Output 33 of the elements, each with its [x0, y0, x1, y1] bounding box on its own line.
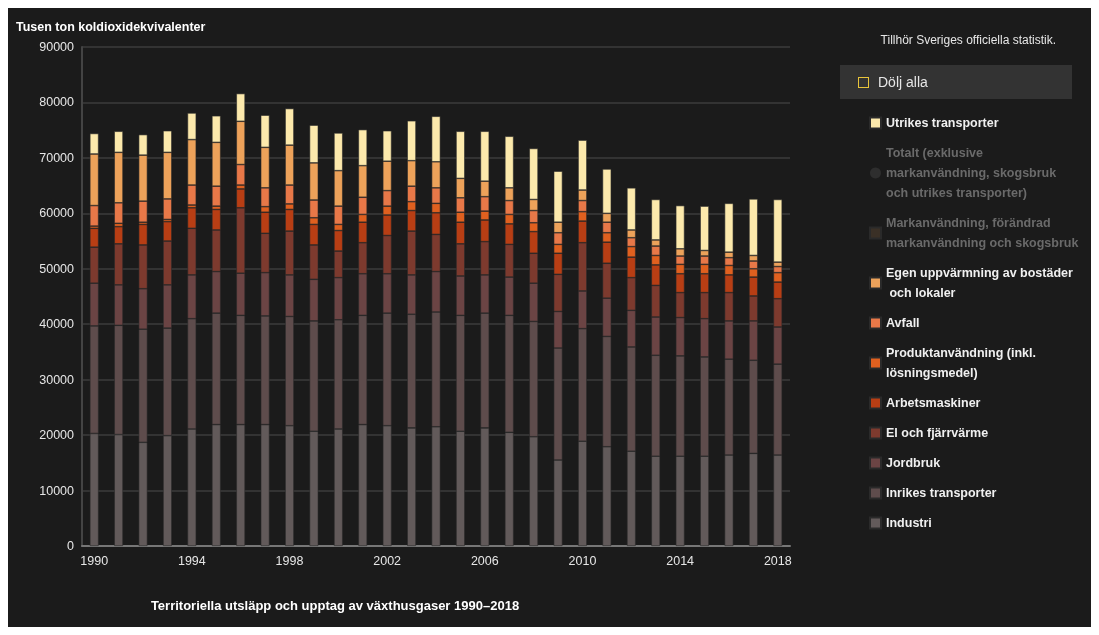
legend-label: Markanvändning, förändrad markanvändning och skogsbruk	[886, 216, 1079, 250]
y-tick-label: 50000	[39, 261, 75, 276]
legend-label: Produktanvändning (inkl. lösningsmedel)	[886, 346, 1040, 380]
text: Dölj alla	[878, 74, 928, 90]
legend-label: Industri	[886, 516, 932, 530]
x-tick-label: 2002	[373, 553, 402, 568]
x-tick-label: 1998	[275, 553, 304, 568]
y-tick-label: 0	[67, 539, 75, 553]
y-tick-label: 90000	[39, 40, 75, 54]
y-tick-label: 80000	[39, 95, 75, 110]
y-tick-label: 70000	[39, 150, 75, 165]
x-tick-label: 1994	[177, 553, 206, 568]
legend-label: Jordbruk	[886, 456, 941, 470]
x-tick-label: 1990	[80, 553, 109, 568]
y-tick-label: 40000	[39, 317, 75, 332]
legend-label: Totalt (exklusive markanvändning, skogsbruk och utrikes transporter)	[886, 146, 1060, 200]
y-axis-title: Tusen ton koldioxidekvivalenter	[16, 19, 206, 34]
x-tick-label: 2006	[470, 553, 499, 568]
x-tick-label: 2014	[666, 553, 695, 568]
x-tick-label: 2018	[763, 553, 792, 568]
legend-label: Utrikes transporter	[886, 116, 999, 130]
legend-label: Arbetsmaskiner	[886, 396, 981, 410]
text: Territoriella utsläpp och upptag av växthusgaser 1990–2018	[150, 598, 520, 613]
text: Tillhör Sveriges officiella statistik.	[880, 33, 1057, 47]
y-tick-label: 20000	[39, 428, 75, 443]
y-tick-label: 10000	[39, 483, 75, 498]
legend-label: Inrikes transporter	[886, 486, 997, 500]
legend-label: Egen uppvärmning av bostäder och lokaler	[886, 266, 1073, 300]
y-tick-label: 60000	[39, 206, 75, 221]
y-tick-label: 30000	[39, 372, 75, 387]
legend-label: El och fjärrvärme	[886, 426, 989, 440]
legend-label: Avfall	[886, 316, 920, 330]
x-tick-label: 2010	[568, 553, 597, 568]
